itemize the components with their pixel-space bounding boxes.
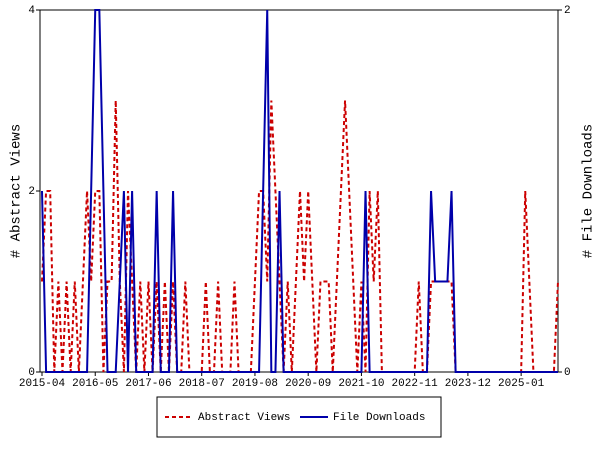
series-line [41,9,558,373]
y2-tick-label: 0 [564,367,571,379]
y-tick-label: 2 [28,186,35,198]
y2-axis-label: # File Downloads [581,124,597,258]
y-tick-label: 4 [28,5,35,17]
x-tick-label: 2019-08 [232,378,278,390]
series-line [41,100,559,373]
x-tick-label: 2020-09 [285,378,331,390]
legend-label: Abstract Views [198,412,290,424]
y2-tick-label: 2 [564,5,571,17]
x-tick-label: 2022-11 [392,378,439,390]
x-tick-label: 2017-06 [125,378,171,390]
x-tick-label: 2023-12 [445,378,491,390]
legend-label: File Downloads [333,412,425,424]
legend [156,396,442,438]
x-tick-label: 2021-10 [338,378,384,390]
x-tick-label: 2016-05 [72,378,118,390]
y-axis-label: # Abstract Views [9,124,25,258]
x-tick-label: 2015-04 [19,378,66,390]
y-tick-label: 0 [28,367,35,379]
x-tick-label: 2018-07 [179,378,225,390]
x-tick-label: 2025-01 [498,378,545,390]
